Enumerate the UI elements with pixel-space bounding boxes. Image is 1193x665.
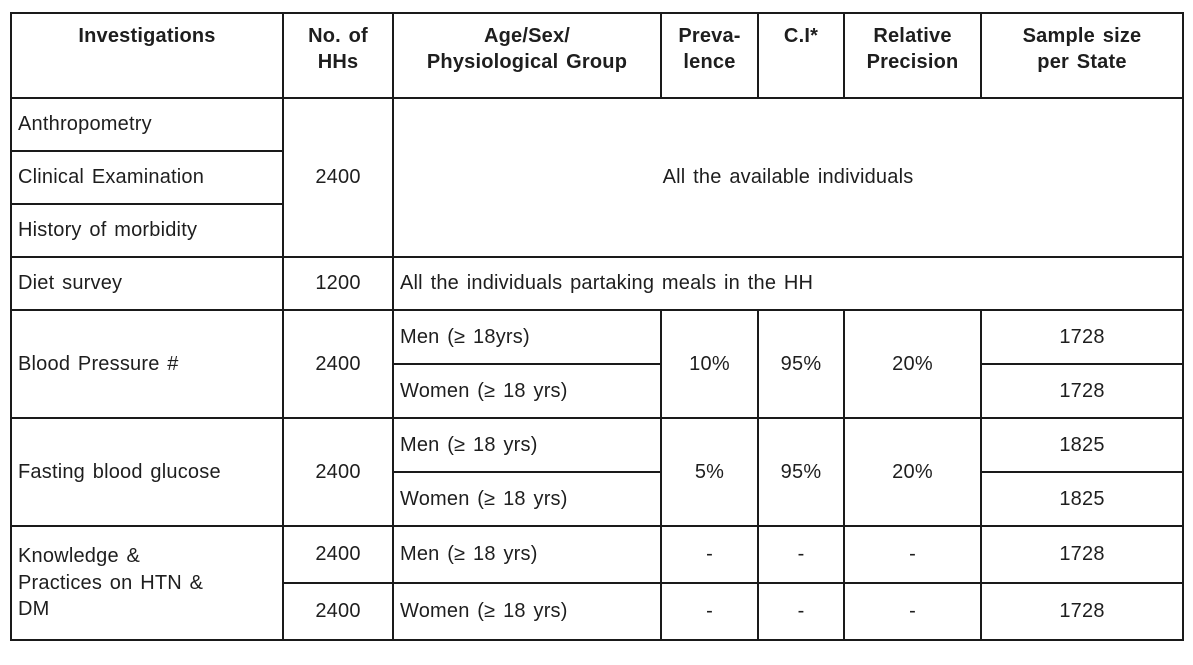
col-header-sample-size-per-state: Sample size per State: [980, 12, 1184, 99]
cell-prevalence-fbg: 5%: [660, 417, 759, 527]
cell-sample-knowledge-women: 1728: [980, 582, 1184, 641]
cell-ci-fbg: 95%: [757, 417, 845, 527]
row-diet-survey: Diet survey 1200 All the individuals par…: [10, 256, 1184, 311]
row-clinical-examination: Clinical Examination: [10, 150, 1183, 205]
row-anthropometry: Anthropometry 2400 All the available ind…: [10, 97, 1184, 258]
cell-group-bp-men: Men (≥ 18yrs): [392, 309, 662, 365]
cell-ci-knowledge-women: -: [757, 582, 845, 641]
cell-investigation-blood-pressure: Blood Pressure #: [10, 309, 284, 419]
row-history-of-morbidity: History of morbidity: [10, 203, 1183, 258]
cell-hhs-knowledge-women: 2400: [282, 582, 394, 641]
cell-hhs-knowledge-men: 2400: [282, 525, 394, 584]
cell-group-bp-women: Women (≥ 18 yrs): [392, 363, 662, 419]
cell-prevalence-bp: 10%: [660, 309, 759, 419]
cell-investigation-knowledge-practices: Knowledge & Practices on HTN & DM: [10, 525, 284, 641]
col-header-prevalence: Preva- lence: [660, 12, 759, 99]
cell-hhs-anthro-block: 2400: [282, 97, 394, 258]
cell-relative-precision-knowledge-men: -: [843, 525, 982, 584]
col-header-no-of-hhs: No. of HHs: [282, 12, 394, 99]
cell-investigation-clinical-examination: Clinical Examination: [10, 150, 284, 205]
cell-hhs-blood-pressure: 2400: [282, 309, 394, 419]
cell-prevalence-knowledge-women: -: [660, 582, 759, 641]
cell-hhs-fasting-glucose: 2400: [282, 417, 394, 527]
cell-sample-bp-men: 1728: [980, 309, 1184, 365]
cell-group-knowledge-women: Women (≥ 18 yrs): [392, 582, 662, 641]
cell-sample-fbg-women: 1825: [980, 471, 1184, 527]
cell-ci-knowledge-men: -: [757, 525, 845, 584]
col-header-relative-precision: Relative Precision: [843, 12, 982, 99]
cell-investigation-anthropometry: Anthropometry: [10, 97, 284, 152]
cell-group-knowledge-men: Men (≥ 18 yrs): [392, 525, 662, 584]
cell-investigation-diet-survey: Diet survey: [10, 256, 284, 311]
cell-investigation-history-of-morbidity: History of morbidity: [10, 203, 284, 258]
col-header-age-sex-group: Age/Sex/ Physiological Group: [392, 12, 662, 99]
col-header-investigations: Investigations: [10, 12, 284, 99]
row-blood-pressure-men: Blood Pressure # 2400 Men (≥ 18yrs) 10% …: [10, 309, 1184, 419]
cell-relative-precision-knowledge-women: -: [843, 582, 982, 641]
cell-note-all-available-individuals: All the available individuals: [392, 97, 1184, 258]
cell-note-partaking-meals: All the individuals partaking meals in t…: [392, 256, 1184, 311]
cell-ci-bp: 95%: [757, 309, 845, 419]
cell-prevalence-knowledge-men: -: [660, 525, 759, 584]
cell-sample-bp-women: 1728: [980, 363, 1184, 419]
cell-sample-fbg-men: 1825: [980, 417, 1184, 473]
cell-relative-precision-bp: 20%: [843, 309, 982, 419]
row-knowledge-women: 2400 Women (≥ 18 yrs) - - - 1728: [11, 582, 1184, 641]
col-header-ci: C.I*: [757, 12, 845, 99]
cell-relative-precision-fbg: 20%: [843, 417, 982, 527]
row-fasting-glucose-men: Fasting blood glucose 2400 Men (≥ 18 yrs…: [10, 417, 1184, 527]
cell-hhs-diet-survey: 1200: [282, 256, 394, 311]
header-row: Investigations No. of HHs Age/Sex/ Physi…: [10, 12, 1184, 99]
row-fasting-glucose-women: Women (≥ 18 yrs) 1825: [11, 471, 1184, 527]
sampling-plan-table: Investigations No. of HHs Age/Sex/ Physi…: [10, 12, 1184, 641]
cell-investigation-fasting-glucose: Fasting blood glucose: [10, 417, 284, 527]
cell-sample-knowledge-men: 1728: [980, 525, 1184, 584]
cell-group-fbg-women: Women (≥ 18 yrs): [392, 471, 662, 527]
cell-group-fbg-men: Men (≥ 18 yrs): [392, 417, 662, 473]
row-blood-pressure-women: Women (≥ 18 yrs) 1728: [11, 363, 1184, 419]
row-knowledge-men: Knowledge & Practices on HTN & DM 2400 M…: [10, 525, 1184, 641]
